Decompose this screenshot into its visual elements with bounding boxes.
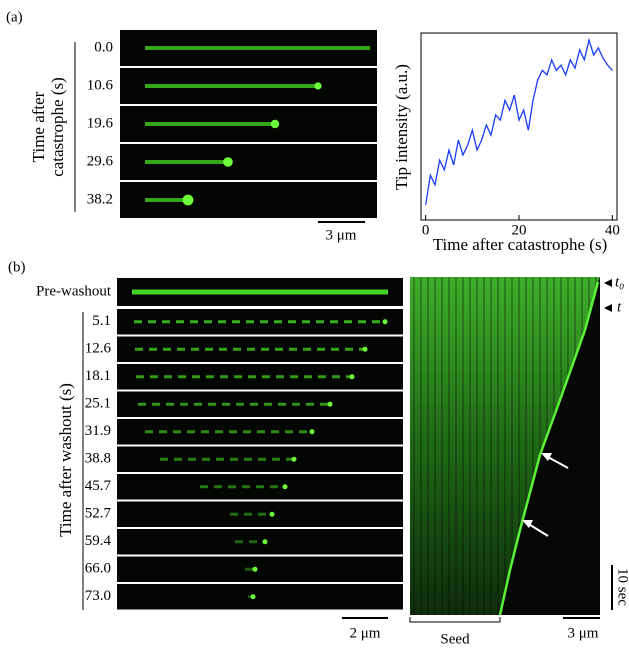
filament-tip xyxy=(252,566,258,572)
scale-label: 2 μm xyxy=(350,625,381,641)
row-label: 19.6 xyxy=(87,115,114,131)
marker-arrow xyxy=(604,279,612,287)
filament-tip xyxy=(327,401,333,407)
filament-tip xyxy=(270,119,280,129)
filament-tip xyxy=(291,456,297,462)
seed-bracket xyxy=(409,617,501,623)
row-label: 73.0 xyxy=(85,588,111,604)
filament-tip xyxy=(282,484,288,490)
filament-tip xyxy=(269,511,275,517)
row-label: 0.0 xyxy=(94,39,113,55)
x-tick-label: 20 xyxy=(512,222,527,238)
marker-label: t xyxy=(617,299,622,315)
micrograph xyxy=(117,584,403,610)
filament-tip xyxy=(382,319,388,325)
axis-label: Time after xyxy=(29,91,48,162)
scale-label: 3 μm xyxy=(568,625,599,641)
scale-label: 10 sec xyxy=(615,568,629,606)
axis-label: Tip intensity (a.u.) xyxy=(392,64,411,190)
filament-tip xyxy=(182,194,194,206)
filament-tip xyxy=(309,429,315,435)
x-tick-label: 0 xyxy=(422,222,430,238)
row-label: 38.2 xyxy=(87,191,113,207)
row-label: Pre-washout xyxy=(36,283,112,299)
row-label: 66.0 xyxy=(85,561,111,577)
axis-label: catastrophe (s) xyxy=(48,77,67,177)
row-label: 59.4 xyxy=(85,533,112,549)
row-label: 5.1 xyxy=(92,313,111,329)
row-label: 12.6 xyxy=(85,341,112,357)
axis-label: Time after washout (s) xyxy=(56,383,75,537)
filament-tip xyxy=(349,374,355,380)
seed-label: Seed xyxy=(440,631,470,647)
row-label: 25.1 xyxy=(85,396,111,412)
row-label: 38.8 xyxy=(85,451,111,467)
micrograph xyxy=(117,364,403,390)
axis-label: Time after catastrophe (s) xyxy=(433,235,608,254)
filament-tip xyxy=(314,82,322,90)
scale-label: 3 μm xyxy=(326,227,357,243)
row-label: 52.7 xyxy=(85,506,112,522)
filament-tip xyxy=(362,346,368,352)
row-label: 29.6 xyxy=(87,153,114,169)
panel-label: (a) xyxy=(6,9,23,25)
marker-arrow xyxy=(604,304,612,312)
plot-frame xyxy=(420,32,618,221)
panel-label: (b) xyxy=(8,259,26,275)
filament-tip xyxy=(250,594,256,600)
micrograph xyxy=(117,391,403,417)
row-label: 10.6 xyxy=(87,77,114,93)
x-tick-label: 40 xyxy=(605,222,620,238)
row-label: 45.7 xyxy=(85,478,112,494)
row-label: 31.9 xyxy=(85,423,111,439)
kymograph xyxy=(410,277,600,616)
filament-tip xyxy=(223,157,233,167)
row-label: 18.1 xyxy=(85,368,111,384)
filament-tip xyxy=(262,539,268,545)
micrograph xyxy=(117,529,403,555)
micrograph xyxy=(117,556,403,582)
data-line xyxy=(425,37,613,206)
marker-label: t₀ xyxy=(615,274,624,290)
